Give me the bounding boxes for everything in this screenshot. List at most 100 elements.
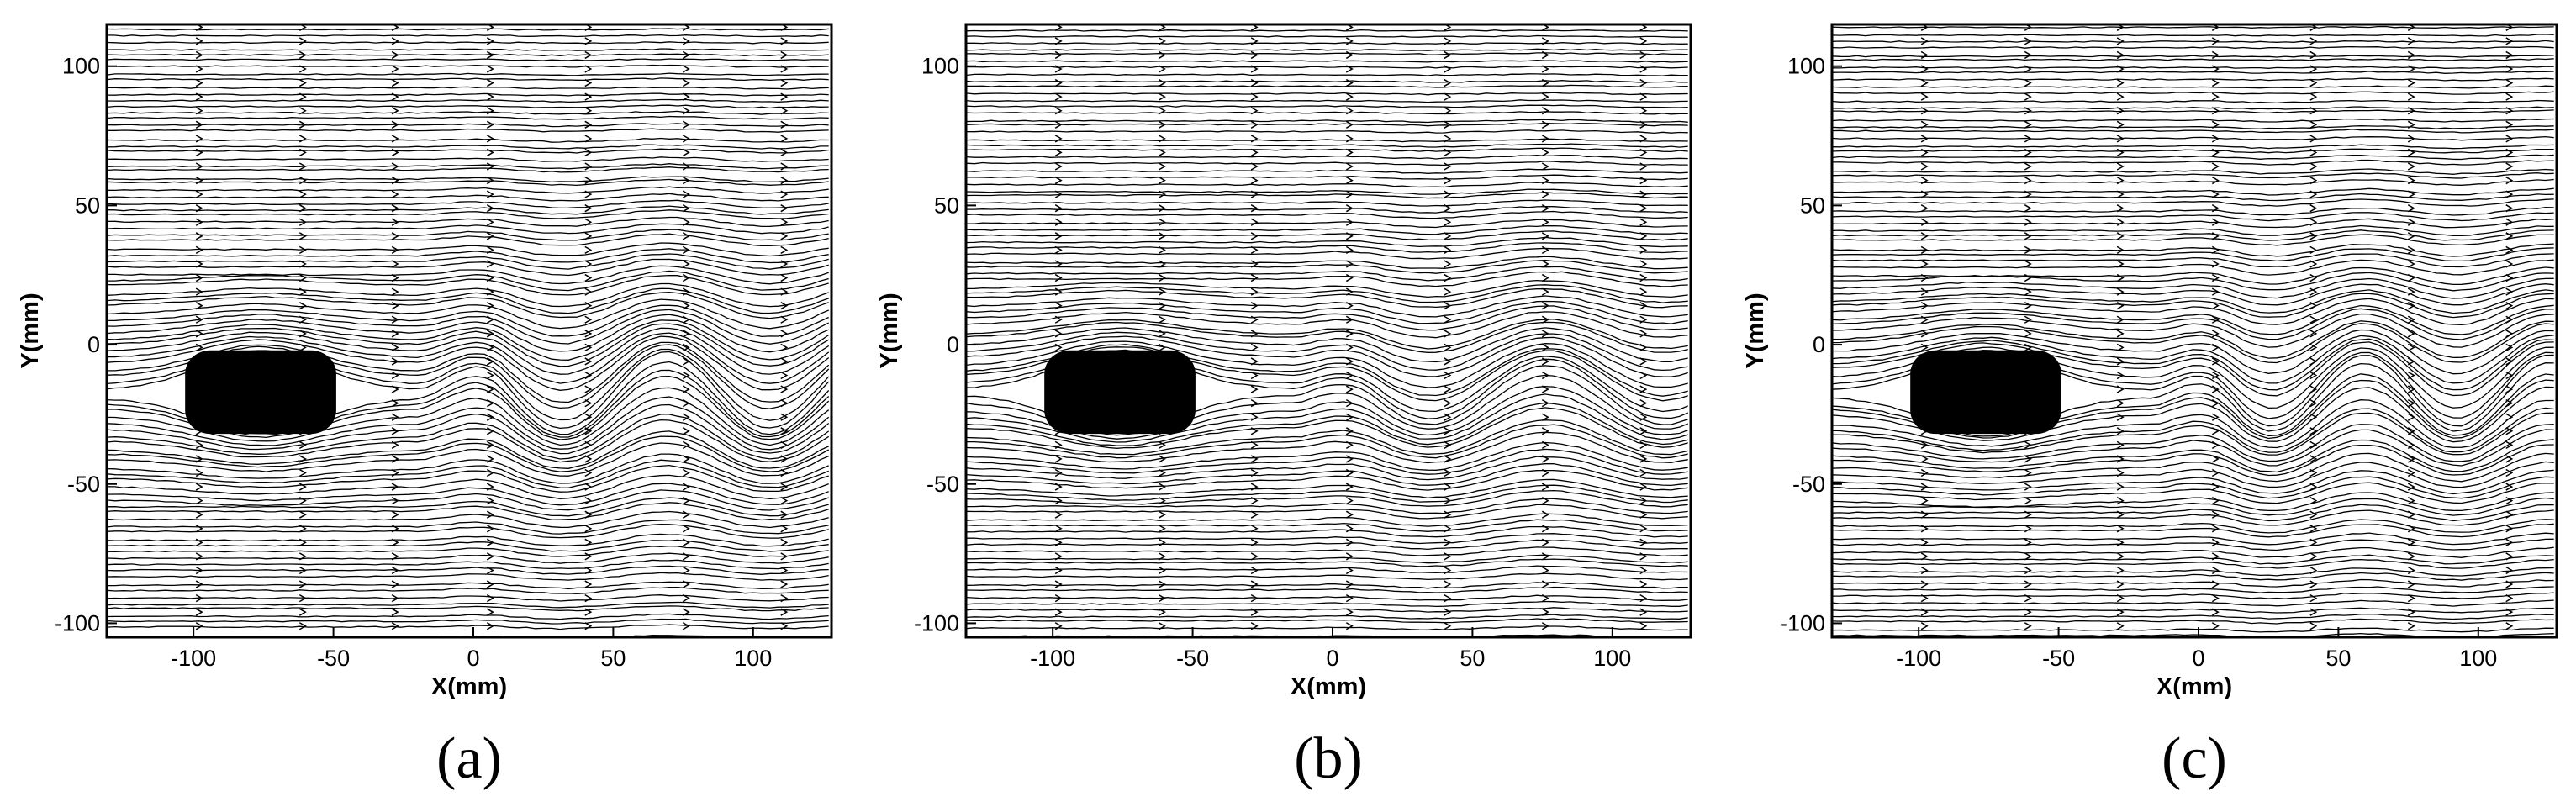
arrow bbox=[2211, 232, 2220, 240]
arrow bbox=[1444, 232, 1452, 240]
arrow bbox=[1639, 232, 1648, 240]
arrow bbox=[1250, 343, 1259, 352]
arrow bbox=[2116, 232, 2125, 240]
arrow bbox=[486, 302, 494, 310]
arrow bbox=[584, 260, 593, 268]
arrow bbox=[682, 204, 690, 213]
arrow bbox=[584, 343, 593, 352]
arrow bbox=[1444, 315, 1452, 324]
arrow bbox=[1158, 566, 1166, 575]
arrow bbox=[195, 92, 203, 101]
arrow bbox=[195, 330, 203, 338]
arrow bbox=[1345, 413, 1354, 421]
arrow bbox=[1639, 315, 1648, 324]
arrow bbox=[486, 287, 494, 296]
streamline bbox=[1832, 304, 2554, 335]
arrow bbox=[584, 50, 593, 60]
arrow bbox=[682, 427, 690, 435]
arrow bbox=[1444, 245, 1452, 255]
arrow bbox=[1345, 538, 1354, 546]
arrow bbox=[2309, 343, 2318, 352]
arrow bbox=[2309, 120, 2318, 129]
streamline bbox=[107, 581, 829, 590]
arrow bbox=[298, 287, 307, 296]
arrow bbox=[2211, 538, 2220, 546]
arrow bbox=[2116, 78, 2125, 87]
arrow bbox=[2024, 525, 2032, 533]
arrow bbox=[2116, 302, 2125, 310]
arrow bbox=[780, 440, 789, 450]
arrow bbox=[1444, 427, 1452, 435]
arrow bbox=[682, 92, 690, 101]
arrow bbox=[486, 92, 494, 101]
x-tick-label: 50 bbox=[2325, 646, 2351, 671]
arrow bbox=[2024, 608, 2032, 616]
arrow bbox=[1250, 385, 1259, 393]
arrow bbox=[1444, 37, 1452, 45]
streamline bbox=[1832, 25, 2554, 29]
arrow bbox=[2211, 302, 2220, 310]
arrow bbox=[2505, 218, 2514, 226]
arrow bbox=[2505, 608, 2514, 616]
arrow bbox=[195, 65, 203, 73]
arrow bbox=[1920, 622, 1929, 630]
arrow bbox=[1541, 232, 1549, 240]
arrow bbox=[2505, 148, 2514, 157]
arrow bbox=[1541, 315, 1549, 324]
arrow bbox=[1639, 176, 1648, 185]
arrow bbox=[1920, 190, 1929, 198]
arrow bbox=[584, 65, 593, 73]
arrow bbox=[1250, 287, 1259, 296]
arrow bbox=[391, 566, 399, 575]
arrow bbox=[2116, 120, 2125, 129]
arrow bbox=[1054, 496, 1063, 505]
arrow bbox=[682, 413, 690, 421]
arrow bbox=[1444, 65, 1452, 73]
arrow bbox=[1541, 287, 1549, 296]
arrow bbox=[391, 468, 399, 477]
streamline bbox=[966, 344, 1688, 397]
arrow bbox=[2211, 134, 2220, 143]
arrow bbox=[1639, 273, 1648, 282]
arrow bbox=[682, 287, 690, 296]
arrow bbox=[298, 162, 307, 171]
arrow bbox=[2309, 273, 2318, 282]
streamline bbox=[1832, 243, 2554, 257]
arrow bbox=[2116, 37, 2125, 45]
arrow bbox=[195, 148, 203, 157]
arrow bbox=[2024, 483, 2032, 491]
arrow bbox=[486, 315, 494, 324]
arrow bbox=[195, 593, 203, 603]
arrow bbox=[682, 483, 690, 491]
arrow bbox=[1920, 566, 1929, 575]
arrow bbox=[2309, 496, 2318, 505]
arrow bbox=[298, 538, 307, 546]
y-tick-label: -100 bbox=[914, 610, 959, 636]
arrow bbox=[486, 65, 494, 73]
arrow bbox=[780, 273, 789, 282]
streamline bbox=[1832, 91, 2554, 95]
arrow bbox=[1444, 468, 1452, 477]
streamline bbox=[1832, 578, 2554, 588]
arrow bbox=[1054, 330, 1063, 338]
streamline bbox=[1832, 586, 2554, 593]
arrow bbox=[1541, 580, 1549, 588]
arrow bbox=[1054, 218, 1063, 226]
streamline bbox=[1832, 567, 2554, 577]
arrow bbox=[1920, 455, 1929, 463]
streamline bbox=[966, 288, 1688, 309]
arrow bbox=[2024, 315, 2032, 324]
streamline bbox=[1832, 234, 2554, 246]
streamline bbox=[966, 122, 1688, 127]
streamline bbox=[107, 229, 829, 241]
arrow bbox=[584, 315, 593, 324]
streamline bbox=[1832, 66, 2554, 69]
streamline bbox=[966, 284, 1688, 303]
arrow bbox=[1639, 204, 1648, 213]
arrow bbox=[195, 134, 203, 143]
streamline bbox=[1832, 607, 2554, 614]
streamline bbox=[107, 519, 829, 535]
y-tick-label: -100 bbox=[55, 610, 100, 636]
arrow bbox=[1158, 302, 1166, 310]
